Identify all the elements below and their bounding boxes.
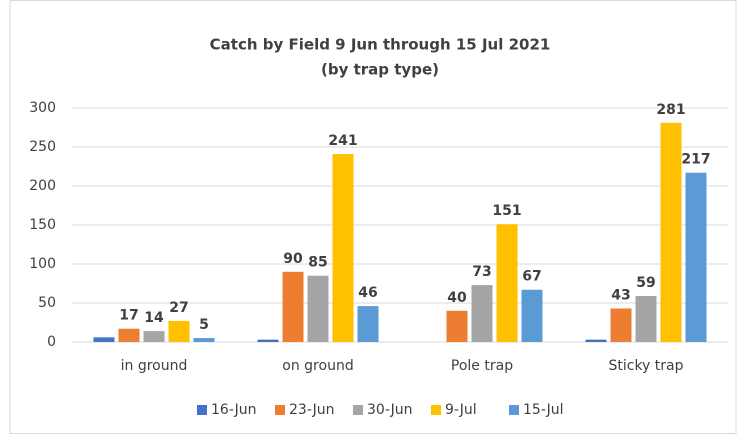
legend-label: 16-Jun — [211, 402, 257, 418]
y-tick-label: 0 — [47, 334, 56, 350]
bar — [660, 122, 682, 342]
bar — [118, 328, 140, 342]
data-label: 85 — [308, 255, 327, 271]
y-tick-label: 50 — [38, 295, 56, 311]
bar — [635, 295, 657, 342]
bar — [143, 331, 165, 342]
bar — [585, 339, 607, 342]
bar — [168, 320, 190, 342]
chart-title: Catch by Field 9 Jun through 15 Jul 2021 — [210, 36, 551, 54]
bar — [471, 285, 493, 342]
y-tick-label: 150 — [29, 217, 56, 233]
legend-swatch — [197, 405, 207, 415]
bar — [307, 275, 329, 342]
data-label: 67 — [522, 269, 541, 285]
bar — [193, 338, 215, 342]
bar — [282, 271, 304, 342]
y-tick-label: 200 — [29, 178, 56, 194]
x-tick-label: Sticky trap — [608, 358, 683, 374]
y-tick-label: 250 — [29, 139, 56, 155]
legend-swatch — [275, 405, 285, 415]
data-label: 151 — [492, 203, 521, 219]
data-label: 281 — [656, 102, 685, 118]
chart-frame — [9, 0, 737, 434]
legend-swatch — [509, 405, 519, 415]
data-label: 40 — [447, 290, 467, 306]
legend-swatch — [431, 405, 441, 415]
data-label: 90 — [283, 251, 303, 267]
data-label: 27 — [169, 300, 188, 316]
data-label: 5 — [199, 317, 209, 333]
data-label: 46 — [358, 285, 377, 301]
x-tick-label: Pole trap — [451, 358, 513, 374]
x-tick-label: in ground — [121, 358, 188, 374]
legend-label: 9-Jul — [445, 402, 477, 418]
y-tick-label: 100 — [29, 256, 56, 272]
bar — [332, 154, 354, 342]
bar — [685, 172, 707, 342]
data-label: 59 — [636, 275, 655, 291]
data-label: 14 — [144, 310, 164, 326]
bar — [446, 310, 468, 342]
data-label: 241 — [328, 133, 357, 149]
bar — [521, 289, 543, 342]
bar — [257, 339, 279, 342]
bar — [357, 306, 379, 342]
data-label: 73 — [472, 264, 491, 280]
legend-label: 30-Jun — [367, 402, 413, 418]
bar — [496, 224, 518, 342]
bar — [610, 308, 632, 342]
bar — [93, 337, 115, 342]
legend-swatch — [353, 405, 363, 415]
legend-label: 15-Jul — [523, 402, 564, 418]
y-tick-label: 300 — [29, 100, 56, 116]
legend-label: 23-Jun — [289, 402, 335, 418]
data-label: 43 — [611, 287, 630, 303]
chart-subtitle: (by trap type) — [321, 61, 439, 79]
data-label: 17 — [119, 308, 138, 324]
data-label: 217 — [681, 152, 710, 168]
x-tick-label: on ground — [282, 358, 353, 374]
